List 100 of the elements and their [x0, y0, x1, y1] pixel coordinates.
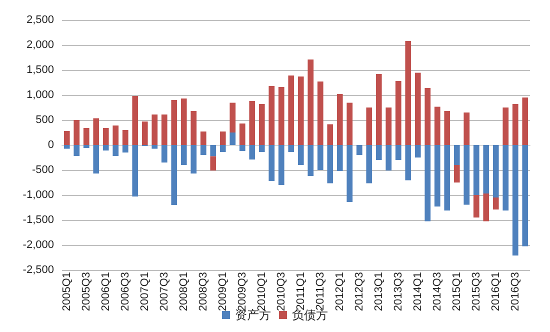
bar: [298, 76, 304, 145]
x-tick-label: 2006Q3: [119, 272, 132, 312]
bar: [190, 145, 197, 174]
bar: [414, 145, 421, 158]
x-tick-label: 2014Q1: [412, 272, 424, 312]
x-tick-label: 2013Q1: [372, 272, 385, 312]
bar: [190, 111, 197, 145]
bar: [112, 126, 119, 145]
x-tick-label: 2011Q1: [294, 272, 307, 310]
x-tick-label: 2010Q3: [275, 272, 288, 312]
y-tick-label: -500: [32, 164, 54, 176]
bar: [346, 145, 353, 202]
bar: [122, 130, 128, 145]
bar: [376, 74, 382, 145]
bar: [161, 114, 168, 145]
bar: [249, 145, 256, 160]
bar: [288, 145, 294, 152]
bar: [239, 124, 246, 145]
bar: [366, 108, 372, 145]
bar: [152, 145, 158, 149]
bar: [522, 98, 528, 145]
bar: [473, 195, 480, 218]
y-tick-label: 500: [36, 114, 54, 126]
bar: [386, 108, 392, 145]
bar: [502, 108, 509, 145]
x-tick-label: 2014Q3: [431, 272, 444, 312]
x-tick-label: 2016Q3: [509, 272, 522, 312]
bar: [502, 145, 509, 210]
bar: [405, 41, 412, 145]
bar: [317, 145, 324, 170]
bar: [424, 88, 431, 145]
bar: [180, 98, 187, 145]
bar: [268, 86, 275, 145]
bar: [356, 145, 362, 155]
bar: [434, 106, 440, 145]
bar: [230, 102, 236, 132]
y-tick-label: 2,500: [26, 14, 54, 26]
bar: [258, 104, 265, 145]
bar: [161, 145, 168, 162]
bar: [288, 76, 294, 145]
bar: [64, 145, 70, 149]
x-tick-label: 2011Q3: [314, 272, 326, 310]
bar: [171, 100, 178, 145]
y-tick-label: -2,000: [22, 239, 54, 251]
y-tick-label: -1,500: [22, 214, 54, 226]
bar: [122, 145, 128, 152]
bar: [200, 132, 206, 145]
y-tick-label: 1,500: [26, 64, 54, 76]
bar: [93, 118, 100, 145]
x-tick-label: 2008Q1: [178, 272, 190, 312]
bar: [278, 87, 284, 145]
bar: [74, 145, 80, 156]
bar: [210, 156, 216, 170]
x-tick-label: 2005Q3: [80, 272, 92, 312]
x-tick-label: 2008Q3: [197, 272, 210, 312]
bar: [249, 101, 256, 145]
bar: [483, 194, 490, 222]
x-tick-label: 2010Q1: [256, 272, 268, 312]
bar: [454, 165, 460, 182]
x-tick-label: 2005Q1: [60, 272, 73, 312]
bar: [522, 145, 528, 246]
bar: [132, 145, 138, 196]
bar: [336, 145, 343, 171]
bar: [278, 145, 284, 185]
bar: [142, 122, 148, 145]
bar: [444, 145, 450, 210]
bar: [405, 145, 412, 180]
bar: [220, 145, 226, 152]
bar: [366, 145, 372, 184]
bar: [171, 145, 178, 205]
bar: [327, 145, 334, 184]
x-tick-label: 2015Q1: [450, 272, 463, 312]
x-tick-label: 2009Q1: [216, 272, 229, 312]
bar: [454, 145, 460, 165]
bar: [395, 145, 402, 160]
bar: [386, 145, 392, 170]
bar: [220, 132, 226, 145]
bar: [395, 81, 402, 145]
bar: [230, 132, 236, 145]
bar: [180, 145, 187, 165]
bar: [239, 145, 246, 151]
bar: [258, 145, 265, 152]
bar: [327, 124, 334, 145]
bar: [483, 145, 490, 194]
bar: [200, 145, 206, 155]
bar: [414, 72, 421, 145]
bar: [444, 111, 450, 145]
bar: [346, 102, 353, 145]
bar: [102, 128, 109, 145]
y-tick-label: -1,000: [22, 189, 54, 201]
bar: [473, 145, 480, 195]
legend-label: 负债方: [292, 308, 328, 322]
bar: [492, 145, 499, 198]
bar: [512, 104, 518, 145]
bar: [83, 145, 90, 148]
bar: [93, 145, 100, 174]
x-tick-label: 2012Q3: [353, 272, 366, 312]
bar: [268, 145, 275, 181]
bar: [210, 145, 216, 156]
bar: [152, 114, 158, 145]
